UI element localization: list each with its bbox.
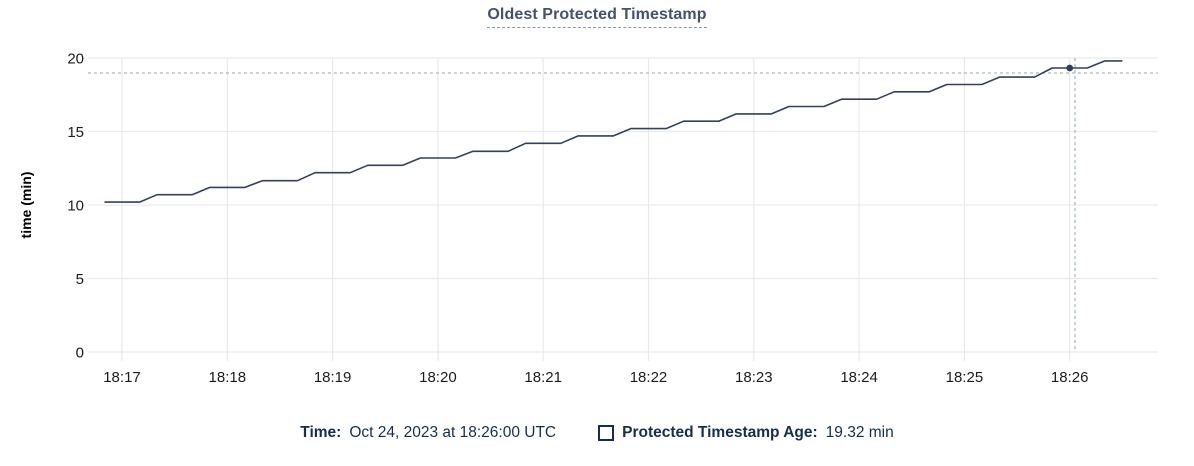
line-series <box>104 60 1123 203</box>
x-tick-label: 18:17 <box>103 369 141 386</box>
x-tick-label: 18:21 <box>524 369 562 386</box>
y-tick-label: 0 <box>76 345 84 362</box>
legend-series-toggle[interactable]: Protected Timestamp Age: 19.32 min <box>598 424 894 442</box>
y-tick-label: 5 <box>76 271 84 288</box>
legend-time-label: Time: <box>300 424 342 441</box>
chart-title[interactable]: Oldest Protected Timestamp <box>487 6 707 28</box>
x-tick-label: 18:20 <box>419 369 457 386</box>
x-tick-label: 18:22 <box>630 369 668 386</box>
y-tick-label: 10 <box>67 198 84 215</box>
legend-time-value: Oct 24, 2023 at 18:26:00 UTC <box>349 424 557 441</box>
chart-legend: Time: Oct 24, 2023 at 18:26:00 UTC Protec… <box>0 419 1194 447</box>
chart-plot-area[interactable] <box>88 58 1158 352</box>
x-tick-label: 18:24 <box>840 369 878 386</box>
data-point-marker <box>1066 64 1074 72</box>
y-axis-label: time (min) <box>18 172 34 239</box>
legend-time-group: Time: Oct 24, 2023 at 18:26:00 UTC <box>300 424 556 442</box>
x-tick-label: 18:18 <box>209 369 247 386</box>
legend-series-checkbox[interactable] <box>598 425 615 441</box>
y-tick-label: 15 <box>67 124 84 141</box>
x-tick-label: 18:25 <box>946 369 984 386</box>
legend-series-label: Protected Timestamp Age: <box>622 424 818 441</box>
x-tick-label: 18:26 <box>1051 369 1089 386</box>
x-tick-label: 18:23 <box>735 369 773 386</box>
chart-header: Oldest Protected Timestamp <box>0 6 1194 28</box>
legend-series-value: 19.32 min <box>825 424 894 441</box>
x-tick-label: 18:19 <box>314 369 352 386</box>
y-tick-label: 20 <box>67 51 84 68</box>
